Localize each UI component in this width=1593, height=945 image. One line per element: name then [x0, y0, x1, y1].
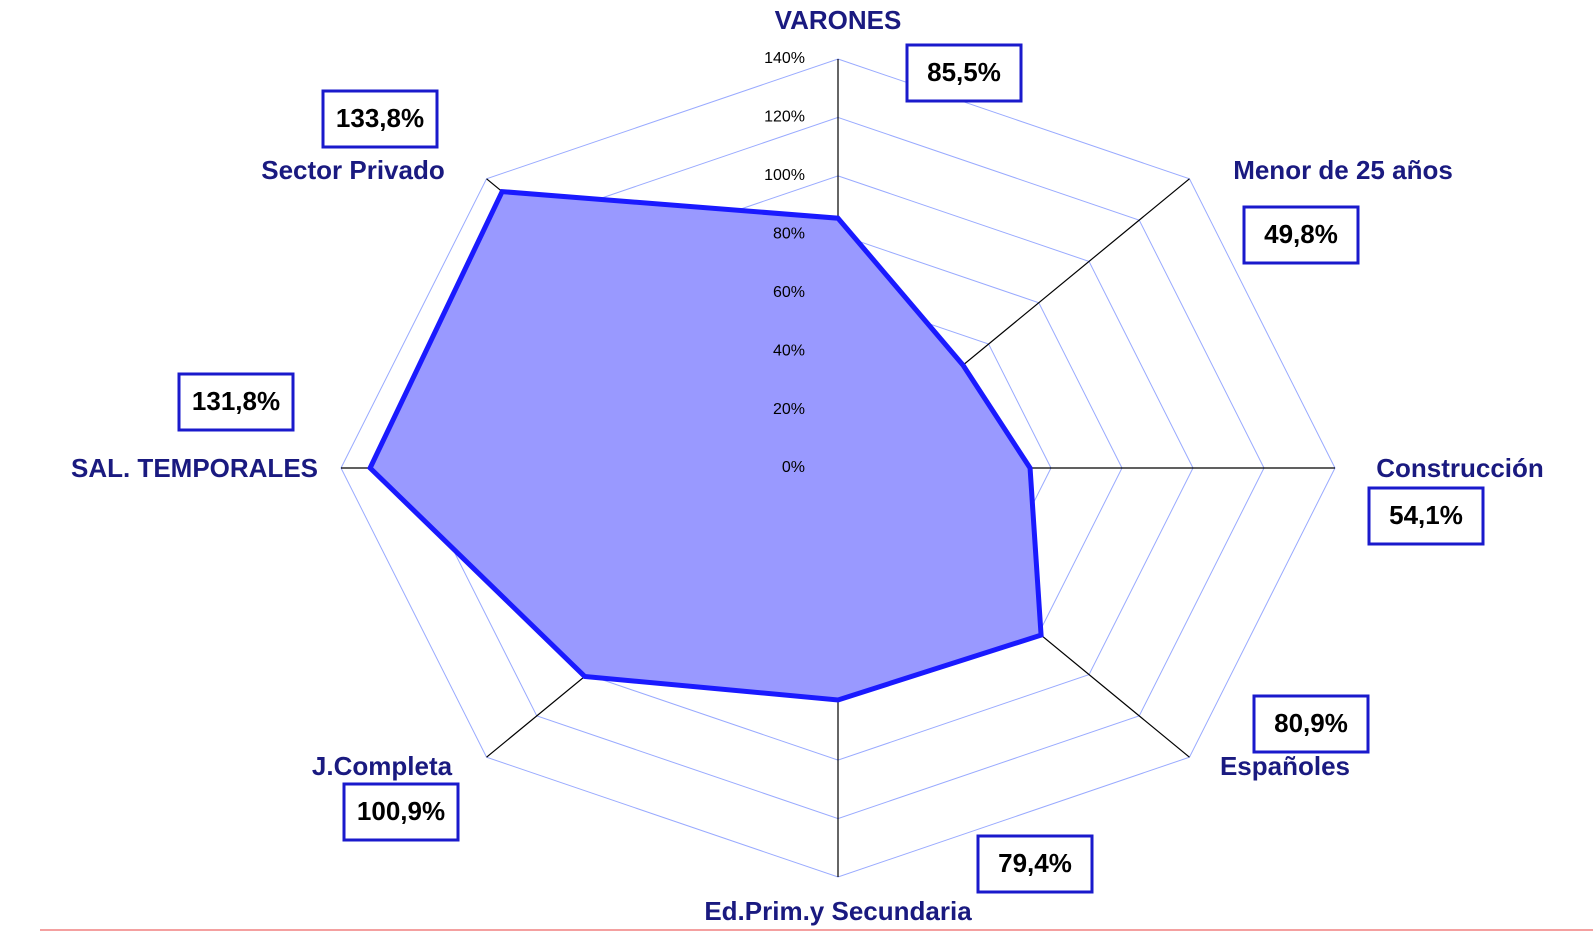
value-label: 54,1%	[1389, 500, 1463, 530]
axis-label: Ed.Prim.y Secundaria	[704, 896, 972, 926]
r-tick-label: 0%	[782, 459, 805, 476]
axis-label: Sector Privado	[261, 155, 445, 185]
value-box	[1252, 694, 1370, 754]
value-box	[976, 834, 1094, 894]
value-label: 100,9%	[357, 796, 445, 826]
axis-label: Construcción	[1376, 453, 1544, 483]
value-box	[905, 43, 1023, 103]
axis-label: SAL. TEMPORALES	[71, 453, 318, 483]
radar-area	[367, 188, 1044, 703]
axis-label: Españoles	[1220, 751, 1350, 781]
value-box	[342, 782, 460, 842]
value-label: 131,8%	[192, 386, 280, 416]
value-label: 80,9%	[1274, 708, 1348, 738]
axis-label: J.Completa	[312, 751, 453, 781]
r-tick-label: 100%	[764, 167, 805, 184]
r-tick-label: 40%	[773, 342, 805, 359]
value-label: 133,8%	[336, 103, 424, 133]
value-box	[177, 372, 295, 432]
value-label: 49,8%	[1264, 219, 1338, 249]
axis-label: Menor de 25 años	[1233, 155, 1453, 185]
value-box	[321, 89, 439, 149]
r-tick-label: 20%	[773, 401, 805, 418]
r-tick-label: 60%	[773, 284, 805, 301]
r-tick-label: 80%	[773, 226, 805, 243]
r-tick-label: 120%	[764, 109, 805, 126]
value-box	[1242, 205, 1360, 265]
value-label: 85,5%	[927, 57, 1001, 87]
value-label: 79,4%	[998, 848, 1072, 878]
r-tick-label: 140%	[764, 50, 805, 67]
axis-label: VARONES	[775, 5, 902, 35]
value-box	[1367, 486, 1485, 546]
